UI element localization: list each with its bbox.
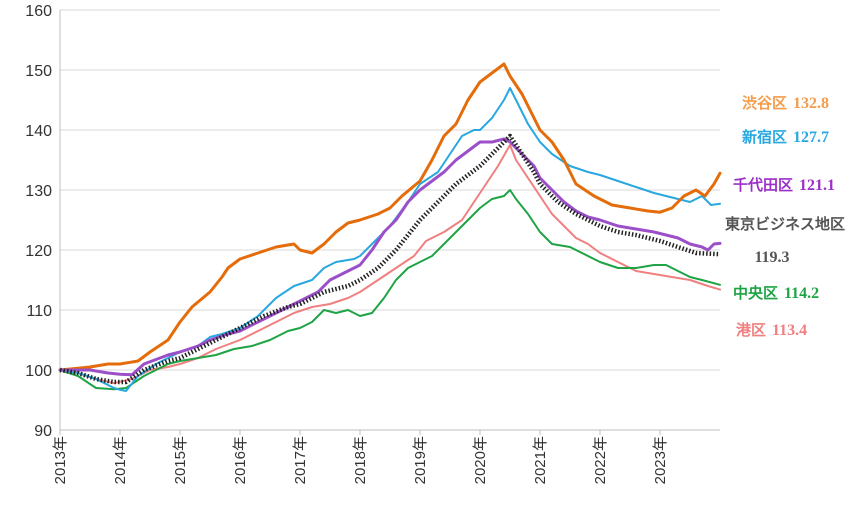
series-line-tokyo-business xyxy=(59,133,721,385)
chart-series xyxy=(58,62,722,392)
series-label: 港区 113.4 xyxy=(736,321,807,339)
x-tick-label: 2022年 xyxy=(592,436,609,484)
y-tick-label: 120 xyxy=(25,243,52,260)
y-tick-label: 90 xyxy=(34,423,52,440)
x-tick-label: 2023年 xyxy=(652,436,669,484)
series-label: 中央区 114.2 xyxy=(733,284,819,302)
series-line-4 xyxy=(59,189,721,391)
chart-grid xyxy=(60,9,720,431)
series-value-label: 127.7 xyxy=(793,129,829,146)
x-tick-label: 2014年 xyxy=(112,436,129,484)
y-tick-label: 150 xyxy=(25,63,52,80)
series-value-label: 113.4 xyxy=(772,322,807,339)
series-name-label: 新宿区 xyxy=(742,128,787,146)
series-name-label: 中央区 xyxy=(733,284,778,302)
series-label: 新宿区 127.7 xyxy=(742,128,829,146)
series-value-label: 114.2 xyxy=(784,285,819,302)
y-tick-label: 130 xyxy=(25,183,52,200)
series-name-label: 港区 xyxy=(736,321,766,339)
series-value-label: 121.1 xyxy=(799,177,835,194)
series-value-label: 132.8 xyxy=(793,95,829,112)
x-tick-label: 2016年 xyxy=(232,436,249,484)
x-tick-label: 2021年 xyxy=(532,436,549,484)
y-tick-label: 100 xyxy=(25,363,52,380)
series-value-label: 119.3 xyxy=(754,249,789,266)
series-name-label: 千代田区 xyxy=(733,176,793,194)
y-tick-label: 160 xyxy=(25,3,52,20)
x-tick-label: 2019年 xyxy=(412,436,429,484)
x-tick-label: 2015年 xyxy=(172,436,189,484)
y-tick-label: 140 xyxy=(25,123,52,140)
series-label: 渋谷区 132.8 xyxy=(742,94,829,112)
series-line-0 xyxy=(58,62,722,372)
series-label: 千代田区 121.1 xyxy=(733,176,835,194)
x-tick-label: 2017年 xyxy=(292,436,309,484)
chart-axes: 90 100 110 120 130 140 150 160 2013年 2014年 2015年 20… xyxy=(25,3,720,484)
x-tick-label: 2020年 xyxy=(472,436,489,484)
x-tick-label: 2018年 xyxy=(352,436,369,484)
x-tick-label: 2013年 xyxy=(52,436,69,484)
series-name-label: 東京ビジネス地区 xyxy=(725,215,845,233)
series-line-2 xyxy=(58,137,722,377)
series-name-label: 渋谷区 xyxy=(742,94,787,112)
y-tick-label: 110 xyxy=(26,303,52,320)
series-line-5 xyxy=(59,144,721,385)
chart-series-labels: 渋谷区 132.8 新宿区 127.7 千代田区 121.1 東京ビジネス地区 119.3 中央… xyxy=(725,94,845,339)
